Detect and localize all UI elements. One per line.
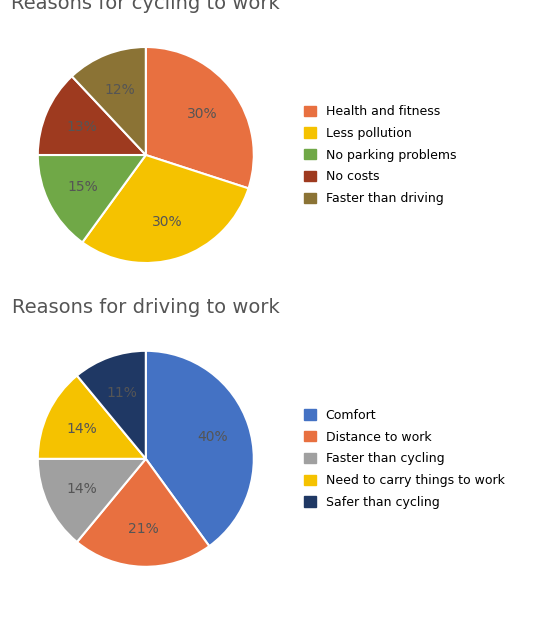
Wedge shape [38,155,146,242]
Wedge shape [82,155,248,263]
Text: 40%: 40% [197,430,228,444]
Text: 14%: 14% [67,422,98,436]
Title: Reasons for cycling to work: Reasons for cycling to work [11,0,280,13]
Text: 30%: 30% [187,107,218,121]
Legend: Health and fitness, Less pollution, No parking problems, No costs, Faster than d: Health and fitness, Less pollution, No p… [301,101,460,209]
Wedge shape [77,459,210,567]
Legend: Comfort, Distance to work, Faster than cycling, Need to carry things to work, Sa: Comfort, Distance to work, Faster than c… [301,405,508,513]
Wedge shape [77,351,146,459]
Text: 14%: 14% [67,482,98,495]
Text: 15%: 15% [68,180,99,194]
Text: 11%: 11% [106,386,138,400]
Title: Reasons for driving to work: Reasons for driving to work [12,298,280,317]
Wedge shape [38,76,146,155]
Text: 30%: 30% [152,215,183,229]
Text: 13%: 13% [66,120,97,134]
Text: 12%: 12% [105,82,136,97]
Wedge shape [72,47,146,155]
Text: 21%: 21% [128,522,159,536]
Wedge shape [146,47,254,188]
Wedge shape [146,351,254,546]
Wedge shape [38,459,146,542]
Wedge shape [38,376,146,459]
